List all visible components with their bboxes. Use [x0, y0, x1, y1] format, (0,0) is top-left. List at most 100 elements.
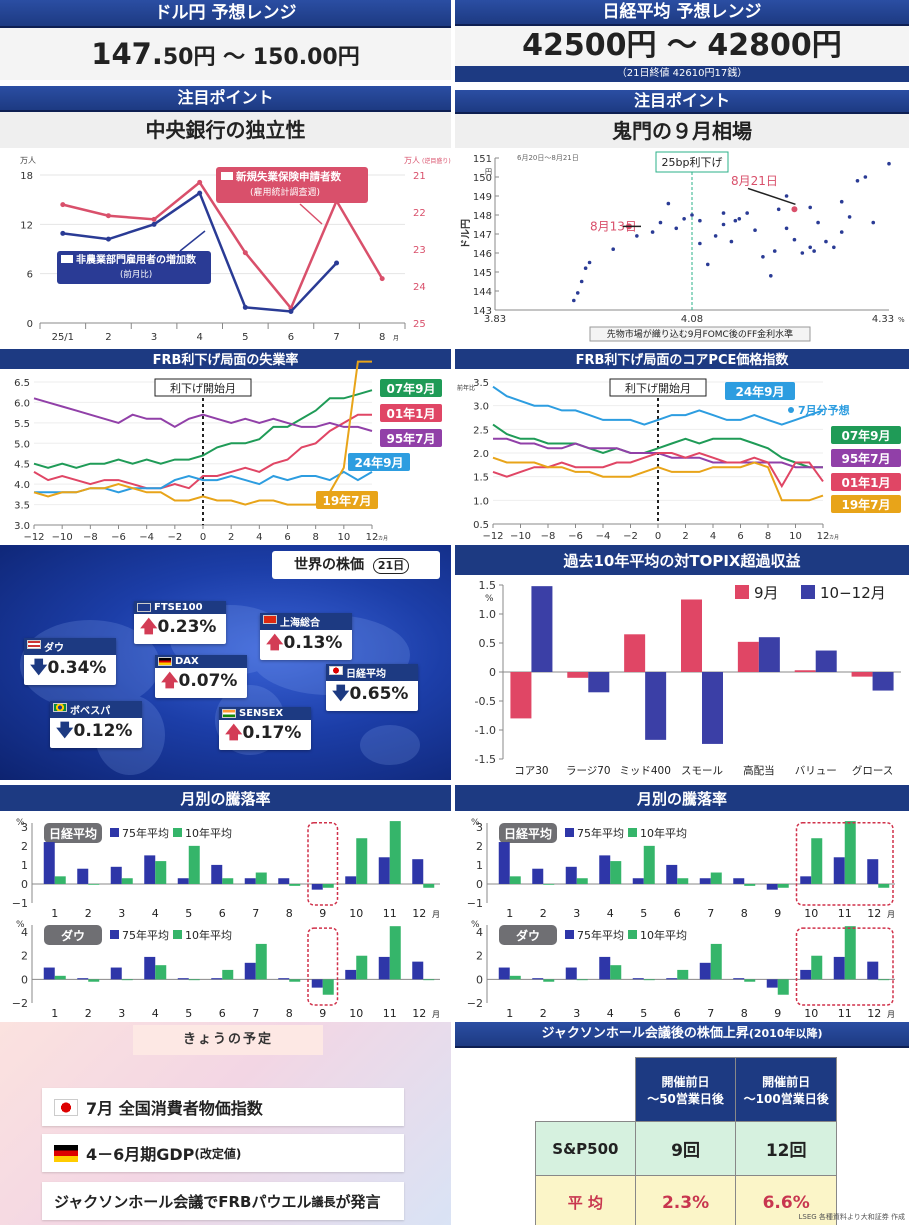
y-tick-label: 1.0 [473, 496, 489, 507]
y-tick-label: 2 [476, 950, 483, 963]
chart-title: 過去10年平均の対TOPIX超過収益 [563, 552, 801, 570]
jackson-panel: ジャクソンホール会議後の株価上昇(2010年以降) 開催前日 ～50営業日後 開… [455, 1022, 909, 1225]
bar-0 [498, 842, 510, 884]
scatter-point [839, 199, 844, 204]
x-tick-label: グロース [852, 764, 893, 777]
scatter-point [579, 279, 584, 284]
legend-swatch [628, 930, 637, 939]
panel-label: 日経平均 [49, 826, 97, 841]
focus-left: 注目ポイント 中央銀行の独立性 [0, 86, 451, 148]
y-tick-label: 0 [21, 878, 28, 891]
x-unit: 月 [393, 335, 399, 342]
usdjpy-scatter-chart: 143 144 145 146 147 148 149 150 151 円 6月20日～8月21日ド… [460, 151, 905, 342]
bar-1 [576, 979, 588, 981]
series-label-box [380, 379, 442, 397]
series-line-4 [33, 360, 372, 506]
x-tick-label: 2 [105, 332, 111, 343]
bar-1 [677, 969, 689, 980]
y-tick-label: 147 [473, 230, 492, 241]
y-right-label: 万人 [404, 156, 420, 165]
series-label-box [380, 429, 442, 447]
y-tick-label: 0 [21, 973, 28, 986]
world-item-name: FTSE100 [154, 602, 203, 613]
legend-swatch [110, 930, 119, 939]
y-tick-label: 1 [476, 859, 483, 872]
bar-1 [878, 979, 890, 981]
y-tick-label: 0 [476, 973, 483, 986]
x-tick-label: 5 [242, 332, 248, 343]
y-unit: 前年比 [457, 384, 475, 392]
bar-1 [758, 637, 780, 672]
legend-swatch [801, 585, 815, 599]
scatter-point [737, 217, 742, 221]
bar-0 [278, 978, 290, 980]
scatter-point [847, 215, 852, 219]
data-point [197, 179, 203, 185]
down-arrow-icon: 🡇 [30, 658, 48, 678]
bar-0 [412, 859, 424, 884]
scatter-point [784, 226, 789, 231]
legend-swatch [173, 930, 182, 939]
bar-1 [54, 975, 66, 980]
y-tick-label: -1.0 [475, 724, 496, 737]
schedule-item-note: 議長 [311, 1194, 336, 1209]
data-point [288, 308, 294, 314]
x-tick-label: 8 [741, 907, 748, 920]
y-tick-label: 6.5 [14, 378, 30, 389]
scatter-point [666, 201, 671, 206]
bar-0 [244, 962, 256, 980]
y-tick-label: 4.0 [14, 480, 30, 491]
vline-label-box [655, 151, 729, 173]
bar-0 [766, 979, 778, 988]
bar-0 [532, 868, 544, 884]
bar-0 [666, 864, 678, 884]
y-tick-label: 5.0 [14, 439, 30, 450]
x-tick-label: 11 [383, 1007, 397, 1020]
scatter-point [721, 222, 726, 227]
x-tick-label: 4 [607, 907, 614, 920]
bar-0 [599, 855, 611, 884]
bar-0 [733, 878, 745, 884]
marker-label: 利下げ開始月 [625, 381, 691, 395]
x-tick-label: 2 [540, 907, 547, 920]
x-tick-label: 2 [228, 532, 234, 542]
bar-1 [531, 586, 553, 672]
scatter-point [721, 211, 726, 215]
world-item-value: 0.34% [47, 658, 107, 678]
bar-1 [255, 872, 267, 884]
y-tick-label: 3 [21, 821, 28, 834]
bar-1 [777, 883, 789, 888]
bar-0 [311, 979, 323, 988]
data-point [60, 230, 66, 236]
data-point [105, 213, 111, 219]
scatter-point [863, 175, 868, 179]
legend-label: 9月 [754, 584, 779, 602]
x-tick-label: 0 [200, 532, 206, 542]
scatter-point [690, 213, 694, 217]
scatter-point [650, 230, 655, 234]
x-tick-label: 6 [219, 907, 226, 920]
bar-0 [43, 842, 55, 884]
series-label: 24年9月 [735, 384, 784, 399]
world-item-name: SENSEX [239, 708, 284, 719]
x-tick-label: 9 [319, 1007, 326, 1020]
bar-1 [509, 975, 521, 980]
usdjpy-header: ドル円 予想レンジ [0, 0, 451, 28]
y-left-label: 万人 [20, 156, 36, 165]
up-arrow-icon: 🡅 [161, 671, 179, 691]
scatter-point [824, 239, 828, 244]
highlight-point [791, 206, 798, 213]
x-tick-label: 4 [197, 332, 203, 343]
brazil-flag-icon [53, 703, 67, 712]
x-tick-label: 12 [412, 1007, 426, 1020]
x-tick-label: 3 [118, 907, 125, 920]
bar-0 [567, 672, 589, 678]
bar-1 [643, 979, 655, 981]
schedule-item-cpi: 7月 全国消費者物価指数 [42, 1088, 404, 1126]
x-tick-label: 2 [85, 1007, 92, 1020]
panel-label-box [499, 925, 557, 945]
y-tick-label: 0 [476, 878, 483, 891]
bar-0 [43, 967, 55, 980]
bar-1 [543, 883, 555, 885]
bar-0 [378, 956, 390, 980]
